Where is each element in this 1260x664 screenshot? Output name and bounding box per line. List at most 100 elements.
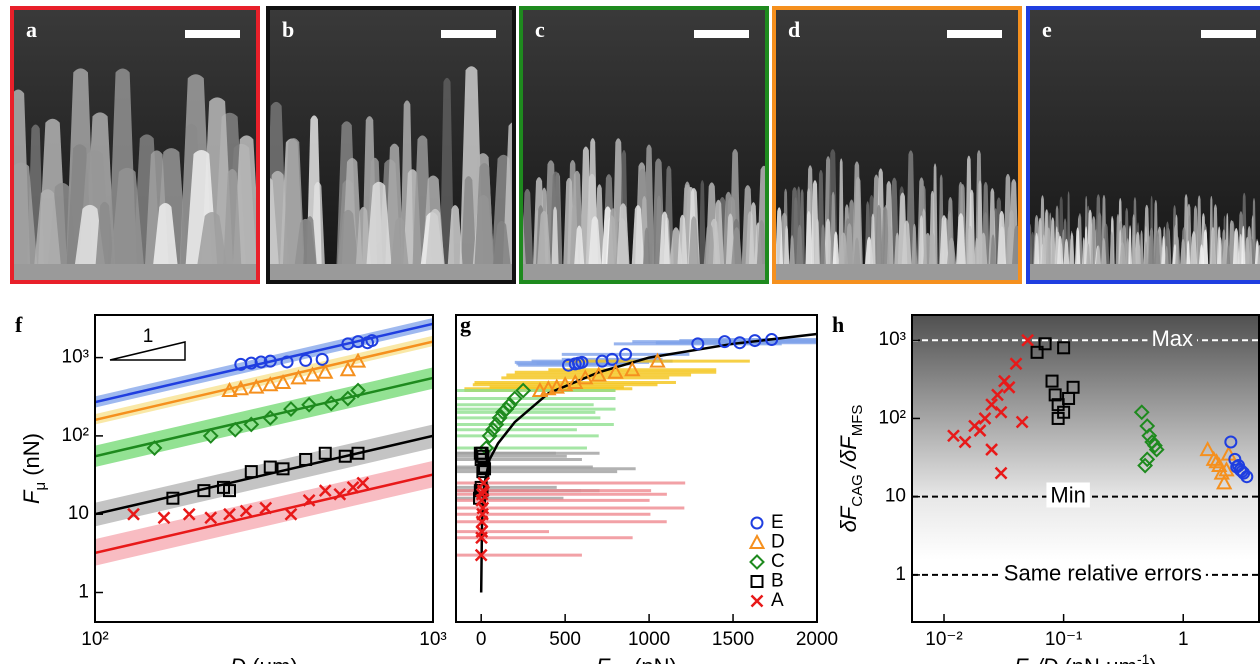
axis-label-part: F <box>19 489 44 504</box>
axis-label-part: (nN μm <box>1058 654 1137 664</box>
sem-pillar <box>643 227 651 264</box>
reference-label: Same relative errors <box>1004 561 1202 586</box>
axis-label-part: (μm) <box>246 654 298 664</box>
marker <box>146 440 163 456</box>
sem-pillar <box>551 206 559 264</box>
sem-pillar <box>425 208 445 264</box>
panel-label: b <box>282 17 294 42</box>
axis-label-part: CAG <box>849 474 866 507</box>
marker <box>349 352 367 368</box>
sem-pillar <box>631 205 645 264</box>
marker <box>1002 380 1016 394</box>
legend-marker <box>750 575 764 588</box>
marker <box>1199 440 1216 457</box>
sem-pillar <box>390 217 409 264</box>
axis-label-part: MFS <box>849 405 866 437</box>
sem-pillar <box>966 225 974 264</box>
sem-pillar <box>537 210 551 264</box>
y-tick-label: 1 <box>895 564 906 585</box>
sem-pillar <box>1096 245 1102 264</box>
marker <box>223 484 237 498</box>
sem-pillar <box>997 210 1007 264</box>
marker <box>1233 463 1247 477</box>
marker <box>501 396 518 413</box>
axes-frame <box>911 314 1260 623</box>
marker <box>1045 374 1059 388</box>
marker <box>290 369 307 385</box>
marker <box>283 401 299 418</box>
scale-bar <box>947 30 1002 38</box>
marker <box>301 396 318 413</box>
marker <box>478 462 492 476</box>
sem-pillar <box>677 214 688 264</box>
sem-pillar <box>492 220 511 264</box>
sem-pillar <box>748 202 759 264</box>
sem-pillar <box>1139 230 1144 264</box>
sem-pillar <box>153 202 178 264</box>
marker <box>339 390 356 407</box>
marker <box>223 507 236 521</box>
sem-substrate <box>519 264 769 284</box>
plot-area <box>456 332 817 593</box>
sem-pillar <box>303 216 317 264</box>
sem-pillar <box>688 216 699 264</box>
marker <box>244 356 258 370</box>
sem-image <box>772 6 1022 284</box>
marker <box>304 366 321 382</box>
marker <box>1133 404 1150 421</box>
marker <box>1224 435 1238 449</box>
marker <box>333 487 347 501</box>
panel-label: g <box>460 312 471 337</box>
panel-label: a <box>26 17 37 42</box>
marker <box>365 334 379 348</box>
sem-pillar <box>698 180 706 264</box>
sem-substrate <box>266 264 516 284</box>
y-tick-label: 10³ <box>879 329 906 350</box>
marker <box>227 421 244 438</box>
marker <box>339 361 357 377</box>
sem-pillar <box>110 167 144 264</box>
x-tick-label: 1000 <box>628 629 670 650</box>
marker <box>765 333 779 347</box>
sem-pillar <box>659 211 670 264</box>
sem-pillar <box>1154 231 1161 264</box>
legend-label: B <box>771 571 784 592</box>
marker <box>259 501 273 515</box>
marker <box>506 390 523 407</box>
marker <box>157 511 171 525</box>
y-tick-label: 10² <box>62 425 89 446</box>
sem-pillar <box>616 203 630 264</box>
marker <box>475 525 489 538</box>
sem-pillar <box>355 206 371 264</box>
axis-label-part: F <box>596 654 611 664</box>
sem-pillar <box>1186 240 1191 264</box>
slope-triangle <box>109 341 186 361</box>
marker <box>166 491 180 505</box>
marker <box>302 494 316 507</box>
sem-pillar <box>820 224 826 264</box>
marker <box>575 355 589 369</box>
plot-area: Max Min Same relative errors <box>912 315 1259 622</box>
plot-area <box>95 318 433 566</box>
x-tick-label: 10⁻² <box>925 629 963 650</box>
y-tick-label: 10 <box>885 486 906 507</box>
sem-pillar <box>845 223 854 264</box>
image-border <box>519 6 769 284</box>
marker <box>649 352 666 368</box>
marker <box>947 429 960 443</box>
fit-line <box>95 473 433 555</box>
image-border <box>10 6 260 284</box>
marker <box>248 378 265 394</box>
panel-label: e <box>1042 17 1052 42</box>
sem-pillar <box>1241 225 1246 264</box>
marker <box>262 376 279 392</box>
x-tick-label: 10⁻¹ <box>1045 629 1083 650</box>
axes-frame <box>94 314 434 623</box>
sem-pillar <box>1180 238 1187 264</box>
sem-pillar <box>197 211 227 264</box>
sem-pillar <box>1049 217 1056 264</box>
sem-pillar <box>223 169 242 264</box>
sem-pillar <box>1090 216 1097 264</box>
marker <box>346 481 360 494</box>
marker <box>491 409 508 426</box>
